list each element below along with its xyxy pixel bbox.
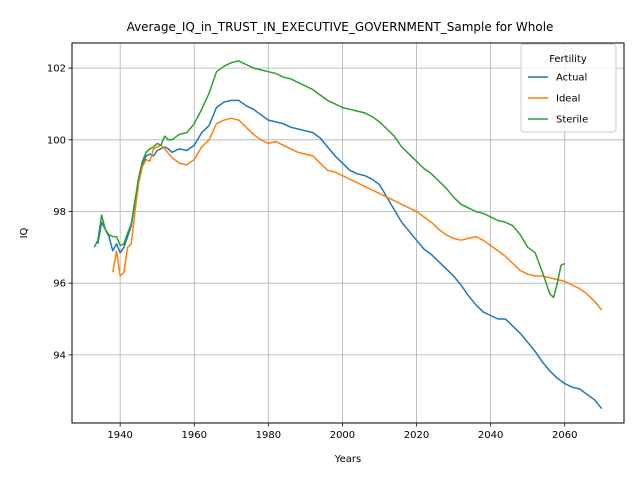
plot-frame xyxy=(71,42,625,424)
x-tick-label: 2000 xyxy=(330,430,355,441)
x-axis-label: Years xyxy=(334,454,361,465)
legend-label-actual: Actual xyxy=(556,73,587,84)
series-line-actual xyxy=(97,99,603,410)
y-tick-label: 100 xyxy=(47,135,66,146)
series-lines xyxy=(93,60,603,410)
x-tick-label: 1960 xyxy=(182,430,207,441)
x-tick-label: 1940 xyxy=(107,430,132,441)
x-tick-label: 2040 xyxy=(478,430,503,441)
y-tick-label: 102 xyxy=(47,64,66,75)
x-tick-label: 2060 xyxy=(552,430,577,441)
x-tick-label: 1980 xyxy=(256,430,281,441)
grid xyxy=(72,43,624,423)
y-tick-label: 94 xyxy=(53,350,66,361)
y-axis-ticks: 94 96 98 100 102 xyxy=(47,64,72,361)
legend-title: Fertility xyxy=(549,54,587,65)
legend-label-ideal: Ideal xyxy=(556,94,580,105)
chart-title: Average_IQ_in_TRUST_IN_EXECUTIVE_GOVERNM… xyxy=(127,20,554,34)
series-line-sterile xyxy=(93,60,566,299)
x-axis-ticks: 1940 1960 1980 2000 2020 2040 2060 xyxy=(107,423,577,441)
y-tick-label: 98 xyxy=(53,207,66,218)
y-axis-label: IQ xyxy=(19,227,30,238)
x-tick-label: 2020 xyxy=(404,430,429,441)
legend: Fertility Actual Ideal Sterile xyxy=(520,43,617,133)
y-tick-label: 96 xyxy=(53,279,66,290)
legend-box xyxy=(520,43,617,133)
legend-label-sterile: Sterile xyxy=(556,115,588,126)
